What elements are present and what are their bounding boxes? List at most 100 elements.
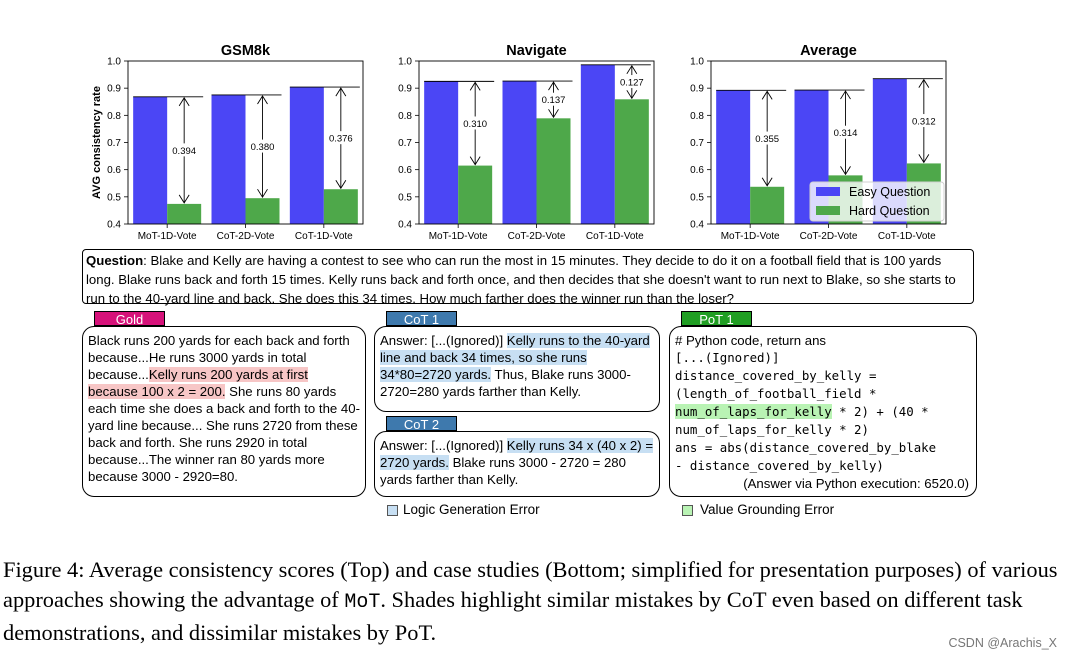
gap-arrow-head-up	[178, 97, 190, 107]
bar-hard-question	[323, 189, 358, 224]
y-tick-label: 0.9	[398, 84, 412, 95]
legend-swatch-easy	[816, 187, 840, 196]
x-tick-label: CoT-2D-Vote	[800, 231, 858, 242]
gap-arrow-head-up	[840, 90, 851, 100]
gap-arrow-head-up	[548, 81, 559, 91]
caption-mot: MoT	[344, 591, 381, 614]
bar-easy-question	[580, 64, 615, 224]
gap-arrow-head-down	[626, 90, 638, 100]
gap-annotation: 0.355	[755, 134, 779, 145]
question-label: Question	[86, 253, 144, 268]
gap-arrow-head-down	[335, 179, 347, 190]
bar-easy-question	[502, 81, 537, 224]
question-box: Question: Blake and Kelly are having a c…	[82, 249, 974, 306]
pot1-card: # Python code, return ans [...(Ignored)]…	[669, 326, 977, 497]
gold-card: Black runs 200 yards for each back and f…	[82, 326, 366, 497]
annotation-bg	[751, 131, 784, 145]
cot1-text-pre: Answer: [...(Ignored)]	[380, 333, 507, 348]
value-error-label: Value Grounding Error	[700, 502, 835, 517]
annotation-bg	[246, 139, 279, 153]
plot-frame	[418, 60, 655, 225]
annotation-bg	[537, 92, 570, 106]
y-tick-label: 0.4	[690, 220, 704, 231]
gold-text-pre: Black runs 200 yards for each back and f…	[88, 333, 350, 382]
annotation-bg	[829, 125, 862, 139]
gap-arrow-head-up	[626, 64, 638, 75]
cot2-tag: CoT 2	[386, 416, 457, 432]
gap-annotation: 0.394	[172, 146, 196, 157]
y-axis-label: AVG consistency rate	[91, 86, 103, 199]
legend-label-easy: Easy Question	[849, 185, 930, 199]
bar-easy-question	[716, 90, 751, 224]
pot1-tag: PoT 1	[681, 311, 752, 327]
gap-annotation: 0.312	[912, 117, 936, 128]
x-tick-label: MoT-1D-Vote	[429, 231, 488, 242]
y-tick-label: 1.0	[107, 57, 121, 68]
gap-arrow-head-down	[918, 154, 930, 164]
x-tick-label: CoT-1D-Vote	[586, 231, 644, 242]
y-tick-label: 0.7	[398, 138, 412, 149]
watermark: CSDN @Arachis_X	[948, 636, 1057, 650]
bar-hard-question	[458, 165, 493, 224]
logic-error-label: Logic Generation Error	[403, 502, 540, 517]
x-tick-label: MoT-1D-Vote	[138, 231, 197, 242]
bar-hard-question	[614, 99, 649, 224]
gap-arrow-head-down	[548, 109, 559, 119]
bar-easy-question	[211, 94, 246, 224]
y-tick-label: 0.9	[107, 84, 121, 95]
pot1-line2: (length_of_football_field *	[675, 386, 877, 401]
annotation-bg	[168, 143, 201, 157]
x-tick-label: CoT-2D-Vote	[508, 231, 566, 242]
y-tick-label: 0.6	[398, 165, 412, 176]
pot1-ignored: [...(Ignored)]	[675, 350, 780, 365]
x-tick-label: CoT-1D-Vote	[295, 231, 353, 242]
pot1-line3: num_of_laps_for_kelly * 2) + (40 *	[675, 403, 971, 421]
gap-annotation: 0.137	[542, 95, 566, 106]
bar-hard-question	[750, 186, 785, 224]
x-tick-label: CoT-2D-Vote	[217, 231, 275, 242]
pot1-line4: num_of_laps_for_kelly * 2)	[675, 422, 869, 437]
pot1-highlight: num_of_laps_for_kelly	[675, 404, 832, 419]
legend-box	[809, 181, 945, 222]
bar-easy-question	[133, 96, 168, 224]
figure-caption: Figure 4: Average consistency scores (To…	[3, 555, 1063, 648]
bar-hard-question	[536, 118, 571, 224]
caption-pre: Figure 4: Average consistency scores (To…	[3, 557, 1058, 612]
gap-annotation: 0.376	[329, 134, 353, 145]
y-tick-label: 0.5	[107, 192, 121, 203]
y-tick-label: 0.8	[398, 111, 412, 122]
cot2-text-post: Blake runs 3000 - 2720 = 280 yards farth…	[380, 455, 626, 487]
legend-label-hard: Hard Question	[849, 204, 930, 218]
gap-annotation: 0.380	[251, 142, 275, 153]
caption-post: . Shades highlight similar mistakes by C…	[3, 587, 1023, 645]
gap-arrow-head-up	[918, 78, 930, 88]
cot2-card: Answer: [...(Ignored)] Kelly runs 34 x (…	[374, 431, 660, 497]
cot2-text-pre: Answer: [...(Ignored)]	[380, 438, 507, 453]
chart-title: Navigate	[506, 43, 566, 59]
y-tick-label: 0.9	[690, 84, 704, 95]
charts-figure: GSM8k AVG consistency rate 0.4 0.5 0.6 0.7 0.8…	[91, 43, 947, 242]
gap-arrow-head-down	[761, 177, 773, 187]
x-tick-label: CoT-1D-Vote	[878, 231, 936, 242]
cot1-text-post: Thus, Blake runs 3000-2720=280 yards far…	[380, 367, 631, 399]
gap-annotation: 0.314	[834, 128, 858, 139]
legend-swatch-hard	[816, 206, 840, 215]
gap-arrow-head-up	[761, 90, 773, 100]
logic-error-swatch	[387, 505, 398, 516]
y-tick-label: 1.0	[398, 57, 412, 68]
gap-arrow-head-down	[840, 166, 851, 176]
bar-easy-question	[424, 81, 459, 224]
bar-hard-question	[245, 198, 280, 224]
gap-annotation: 0.127	[620, 78, 644, 89]
plot-frame	[127, 60, 364, 225]
gap-arrow-head-down	[178, 194, 190, 204]
y-tick-label: 0.6	[107, 165, 121, 176]
gap-annotation: 0.310	[463, 119, 487, 130]
y-tick-label: 0.8	[690, 111, 704, 122]
cot1-tag: CoT 1	[386, 311, 457, 327]
chart-title: GSM8k	[221, 43, 271, 59]
pot1-line5: ans = abs(distance_covered_by_blake	[675, 440, 937, 455]
annotation-bg	[615, 75, 648, 89]
pot1-line6: - distance_covered_by_kelly)	[675, 458, 884, 473]
cot1-card: Answer: [...(Ignored)] Kelly runs to the…	[374, 326, 660, 412]
